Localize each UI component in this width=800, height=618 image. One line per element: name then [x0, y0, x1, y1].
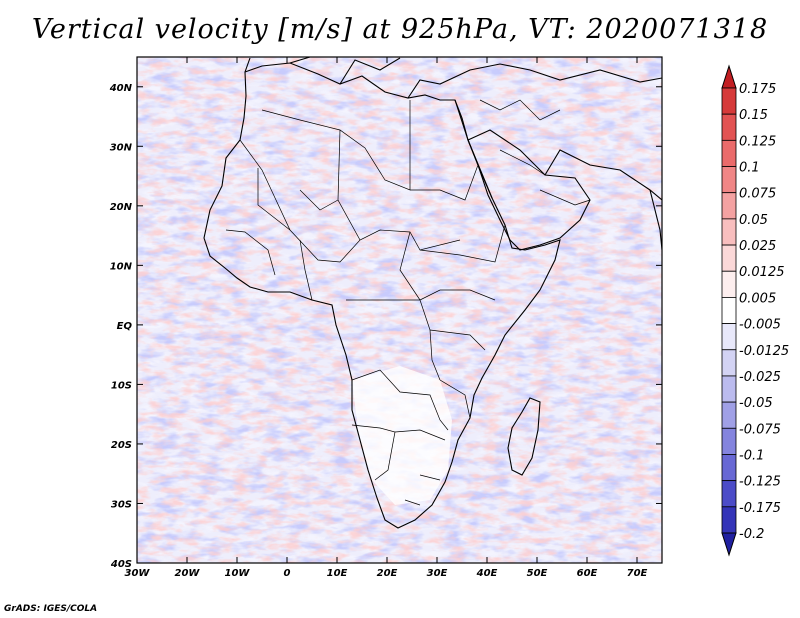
x-tick-label: 30E [427, 568, 448, 579]
colorbar-label: -0.005 [739, 318, 781, 333]
colorbar-segment [721, 244, 737, 272]
colorbar-segment [721, 349, 737, 377]
x-tick-label: 0 [284, 568, 291, 579]
colorbar-label: -0.0125 [739, 344, 789, 359]
x-tick-label: 20E [377, 568, 398, 579]
y-tick-label: 30N [110, 142, 133, 153]
colorbar-label: -0.175 [739, 501, 781, 516]
latitude-axis: 40N 30N 20N 10N EQ 10S 20S 30S 40S [109, 83, 662, 570]
coastlines [203, 57, 662, 529]
colorbar-label: 0.025 [739, 239, 776, 254]
credit-label: GrADS: IGES/COLA [4, 604, 98, 614]
y-tick-label: EQ [117, 321, 133, 332]
colorbar-segment [721, 87, 737, 115]
map-title: Vertical velocity [m/s] at 925hPa, VT: 2… [31, 14, 769, 45]
colorbar-label: 0.075 [739, 187, 776, 202]
colorbar-segment [721, 401, 737, 429]
colorbar-segment [721, 139, 737, 167]
colorbar-label: -0.1 [739, 448, 764, 463]
colorbar-segment [721, 113, 737, 141]
y-tick-label: 30S [111, 499, 132, 510]
colorbar-segment [721, 480, 737, 508]
x-tick-label: 60E [577, 568, 598, 579]
longitude-axis: 30W 20W 10W 0 10E 20E 30E 40E 50E 60E 70E [125, 57, 648, 579]
plot-frame [136, 56, 663, 564]
colorbar-top-triangle [721, 64, 737, 89]
colorbar-label: -0.075 [739, 422, 781, 437]
colorbar-segment [721, 506, 737, 534]
colorbar-segment [721, 218, 737, 246]
colorbar-label: 0.175 [739, 82, 776, 97]
colorbar-bottom-triangle [721, 532, 737, 557]
colorbar-segment [721, 192, 737, 220]
colorbar-label: 0.125 [739, 134, 776, 149]
x-tick-label: 30W [125, 568, 151, 579]
colorbar-label: 0.0125 [739, 265, 785, 280]
colorbar-label: 0.05 [739, 213, 768, 228]
colorbar-segment [721, 270, 737, 298]
colorbar-label: 0.15 [739, 108, 768, 123]
y-tick-label: 10N [110, 261, 133, 272]
colorbar-label: 0.1 [739, 161, 760, 176]
colorbar-segment [721, 297, 737, 324]
vertical-velocity-field [137, 57, 662, 563]
colorbar-label: -0.025 [739, 370, 781, 385]
colorbar-segment [721, 166, 737, 194]
y-tick-label: 20N [110, 202, 133, 213]
x-tick-label: 20W [175, 568, 201, 579]
colorbar: 0.175 0.15 0.125 0.1 0.075 0.05 0.025 0.0125 0.0… [721, 64, 789, 557]
colorbar-segment [721, 427, 737, 455]
x-tick-label: 10E [327, 568, 348, 579]
y-tick-label: 40S [110, 559, 132, 570]
colorbar-label: -0.2 [739, 527, 764, 542]
x-tick-label: 70E [627, 568, 648, 579]
x-tick-label: 40E [476, 568, 498, 579]
x-tick-label: 50E [527, 568, 548, 579]
colorbar-segment [721, 375, 737, 403]
colorbar-segment [721, 323, 737, 351]
y-tick-label: 20S [111, 440, 132, 451]
colorbar-label: -0.05 [739, 396, 773, 411]
colorbar-label: 0.005 [739, 291, 776, 306]
y-tick-label: 10S [111, 380, 132, 391]
colorbar-label: -0.125 [739, 475, 781, 490]
country-borders [225, 99, 591, 506]
colorbar-segment [721, 454, 737, 482]
y-tick-label: 40N [109, 83, 133, 94]
x-tick-label: 10W [225, 568, 251, 579]
